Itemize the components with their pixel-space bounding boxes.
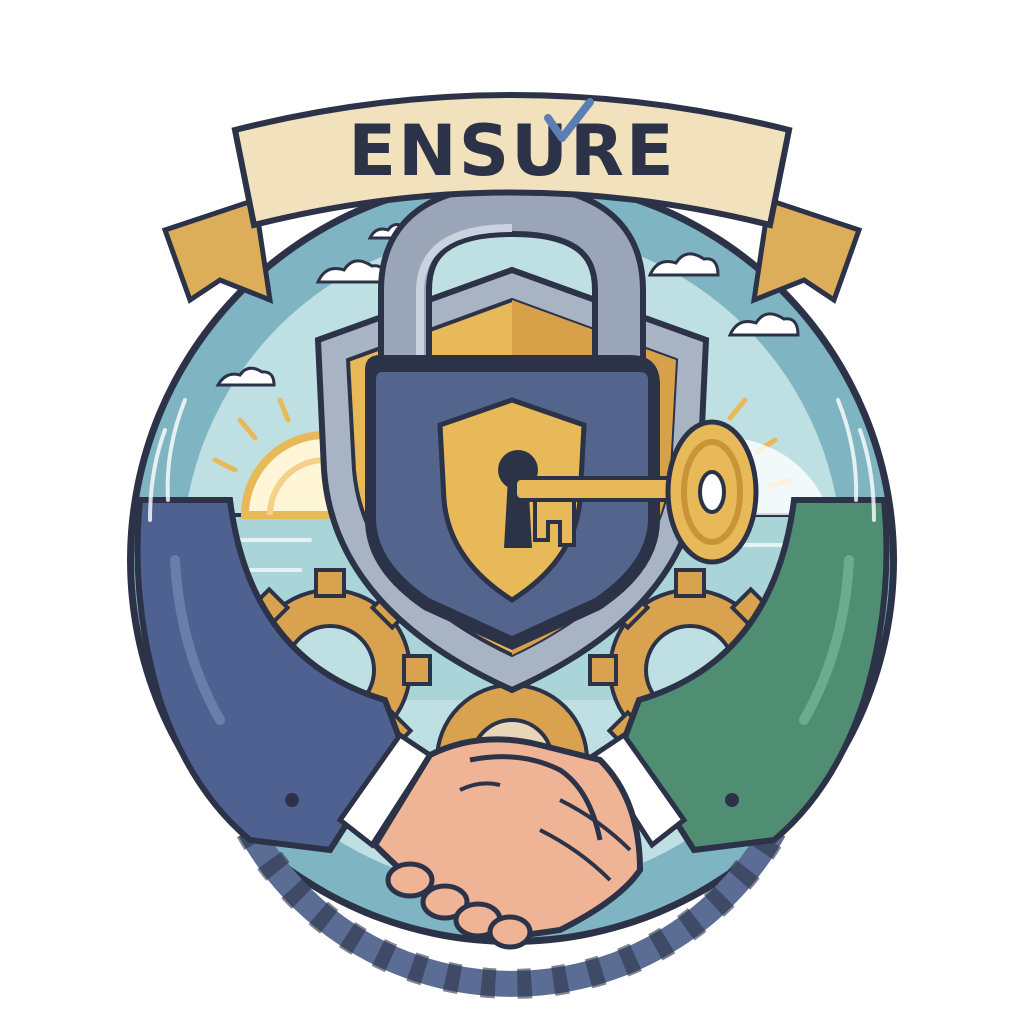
banner-title: ENSURE — [348, 110, 675, 192]
handshake-icon — [336, 731, 688, 950]
check-icon — [544, 98, 594, 142]
key-icon — [513, 419, 759, 565]
banner-icon: ENSURE — [161, 92, 863, 304]
sleeve-left — [134, 497, 404, 854]
sleeve-right — [620, 497, 890, 854]
cloud-icon — [215, 223, 800, 387]
padlock-icon — [365, 182, 660, 650]
ring-swoosh — [148, 398, 876, 522]
